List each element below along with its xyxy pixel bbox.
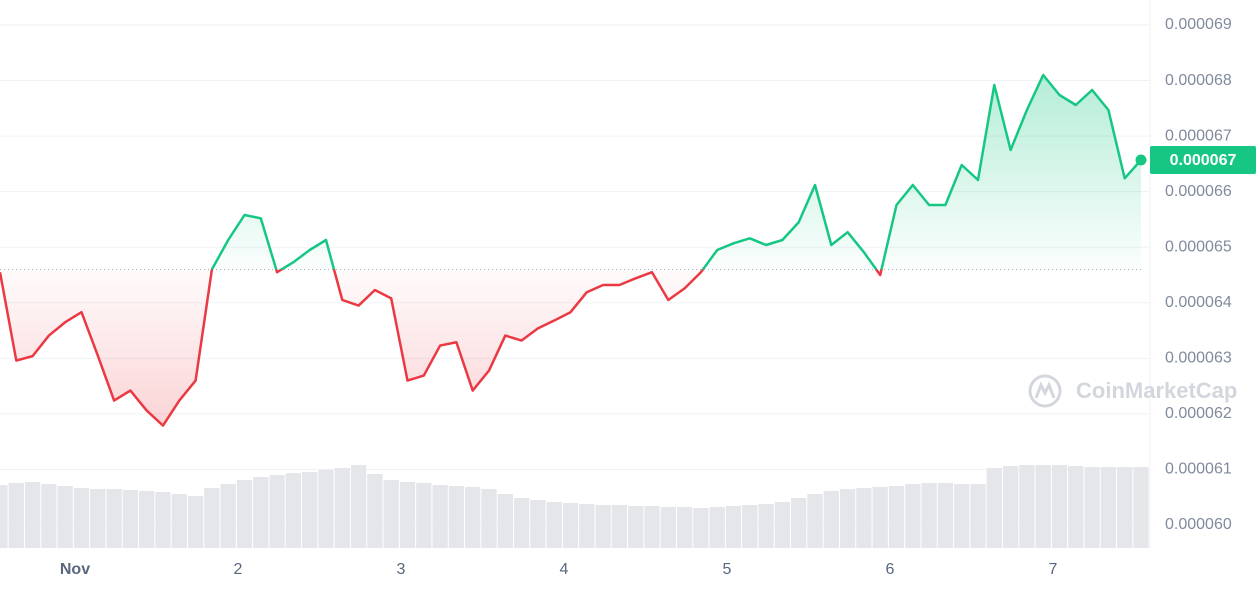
last-price-dot [1135,154,1147,166]
volume-bar [1100,467,1117,548]
volume-bar [774,502,791,548]
volume-bar [0,485,8,548]
volume-bar [921,483,937,548]
price-area [0,75,1141,426]
volume-bar [1068,466,1084,548]
volume-bar [954,484,970,548]
watermark-text: CoinMarketCap [1076,378,1237,403]
x-tick-label: 4 [560,561,569,578]
volume-bar [986,468,1002,548]
volume-bar [187,496,204,548]
x-tick-label: 7 [1049,561,1058,578]
volume-bar [1019,465,1035,548]
volume-bar [1117,467,1133,548]
volume-bar [823,491,839,548]
watermark: CoinMarketCap [1028,374,1237,408]
volume-bar [432,485,448,548]
volume-bar [24,482,41,548]
volume-bar [269,475,285,548]
volume-bar [90,489,106,548]
volume-bar [937,483,954,548]
volume-bar [367,474,383,548]
volume-bar [530,500,546,548]
y-tick-label: 0.000062 [1165,405,1232,422]
volume-bar [155,492,171,548]
volume-bar [905,484,921,548]
x-tick-label: 6 [886,561,895,578]
volume-bar [350,465,367,548]
volume-bar [139,491,155,548]
y-tick-label: 0.000061 [1165,461,1232,478]
volume-bar [546,502,562,548]
volume-bar [1051,465,1068,548]
volume-bar [562,503,579,548]
volume-bar [8,483,24,548]
volume-bar [302,472,318,548]
volume-bar [1084,467,1100,548]
y-tick-label: 0.000063 [1165,350,1232,367]
volume-bar [383,480,399,548]
volume-bar [73,488,90,548]
y-tick-label: 0.000066 [1165,183,1232,200]
volume-bar [676,507,693,548]
volume-bar [399,482,416,548]
volume-bar [236,480,253,548]
price-badge [1150,146,1256,174]
volume-bar [758,504,774,548]
volume-bar [839,489,856,548]
volume-bar [1002,466,1019,548]
volume-bar [318,470,334,548]
volume-bar [644,506,660,548]
volume-bar [856,488,872,548]
volume-bar [742,505,758,548]
volume-bar [970,484,986,548]
volume-bar [122,490,139,548]
volume-bar [611,505,628,548]
volume-bar [791,498,807,548]
volume-bar [693,508,709,548]
volume-bar [41,484,57,548]
volume-bar [57,486,73,548]
volume-bar [204,488,220,548]
volume-bar [106,489,122,548]
volume-bar [481,489,497,548]
volume-bar [497,494,513,548]
volume-bar [579,504,595,548]
y-tick-label: 0.000067 [1165,127,1232,144]
x-tick-label: 2 [234,561,243,578]
volume-bar [285,473,302,548]
volume-bar [595,505,611,548]
y-tick-label: 0.000068 [1165,72,1232,89]
volume-bar [660,507,676,548]
volume-bar [253,477,269,548]
x-tick-label: Nov [60,561,90,578]
volume-bar [709,507,725,548]
volume-bar [1035,465,1051,548]
x-tick-label: 5 [723,561,732,578]
y-tick-label: 0.000065 [1165,238,1232,255]
volume-bar [1133,467,1149,548]
volume-bar [888,486,905,548]
volume-bar [725,506,742,548]
x-tick-label: 3 [397,561,406,578]
price-line [0,73,1142,427]
volume-bar [807,494,823,548]
price-badge-label: 0.000067 [1170,152,1237,169]
volume-bar [448,486,465,548]
volume-bar [513,498,530,548]
y-tick-label: 0.000069 [1165,16,1232,33]
volume-bar [872,487,888,548]
y-tick-label: 0.000064 [1165,294,1232,311]
volume-bar [628,506,644,548]
volume-bar [171,494,187,548]
volume-bar [416,483,432,548]
y-tick-label: 0.000060 [1165,516,1232,533]
volume-bar [334,468,350,548]
volume-bar [220,484,236,548]
volume-bar [465,487,481,548]
